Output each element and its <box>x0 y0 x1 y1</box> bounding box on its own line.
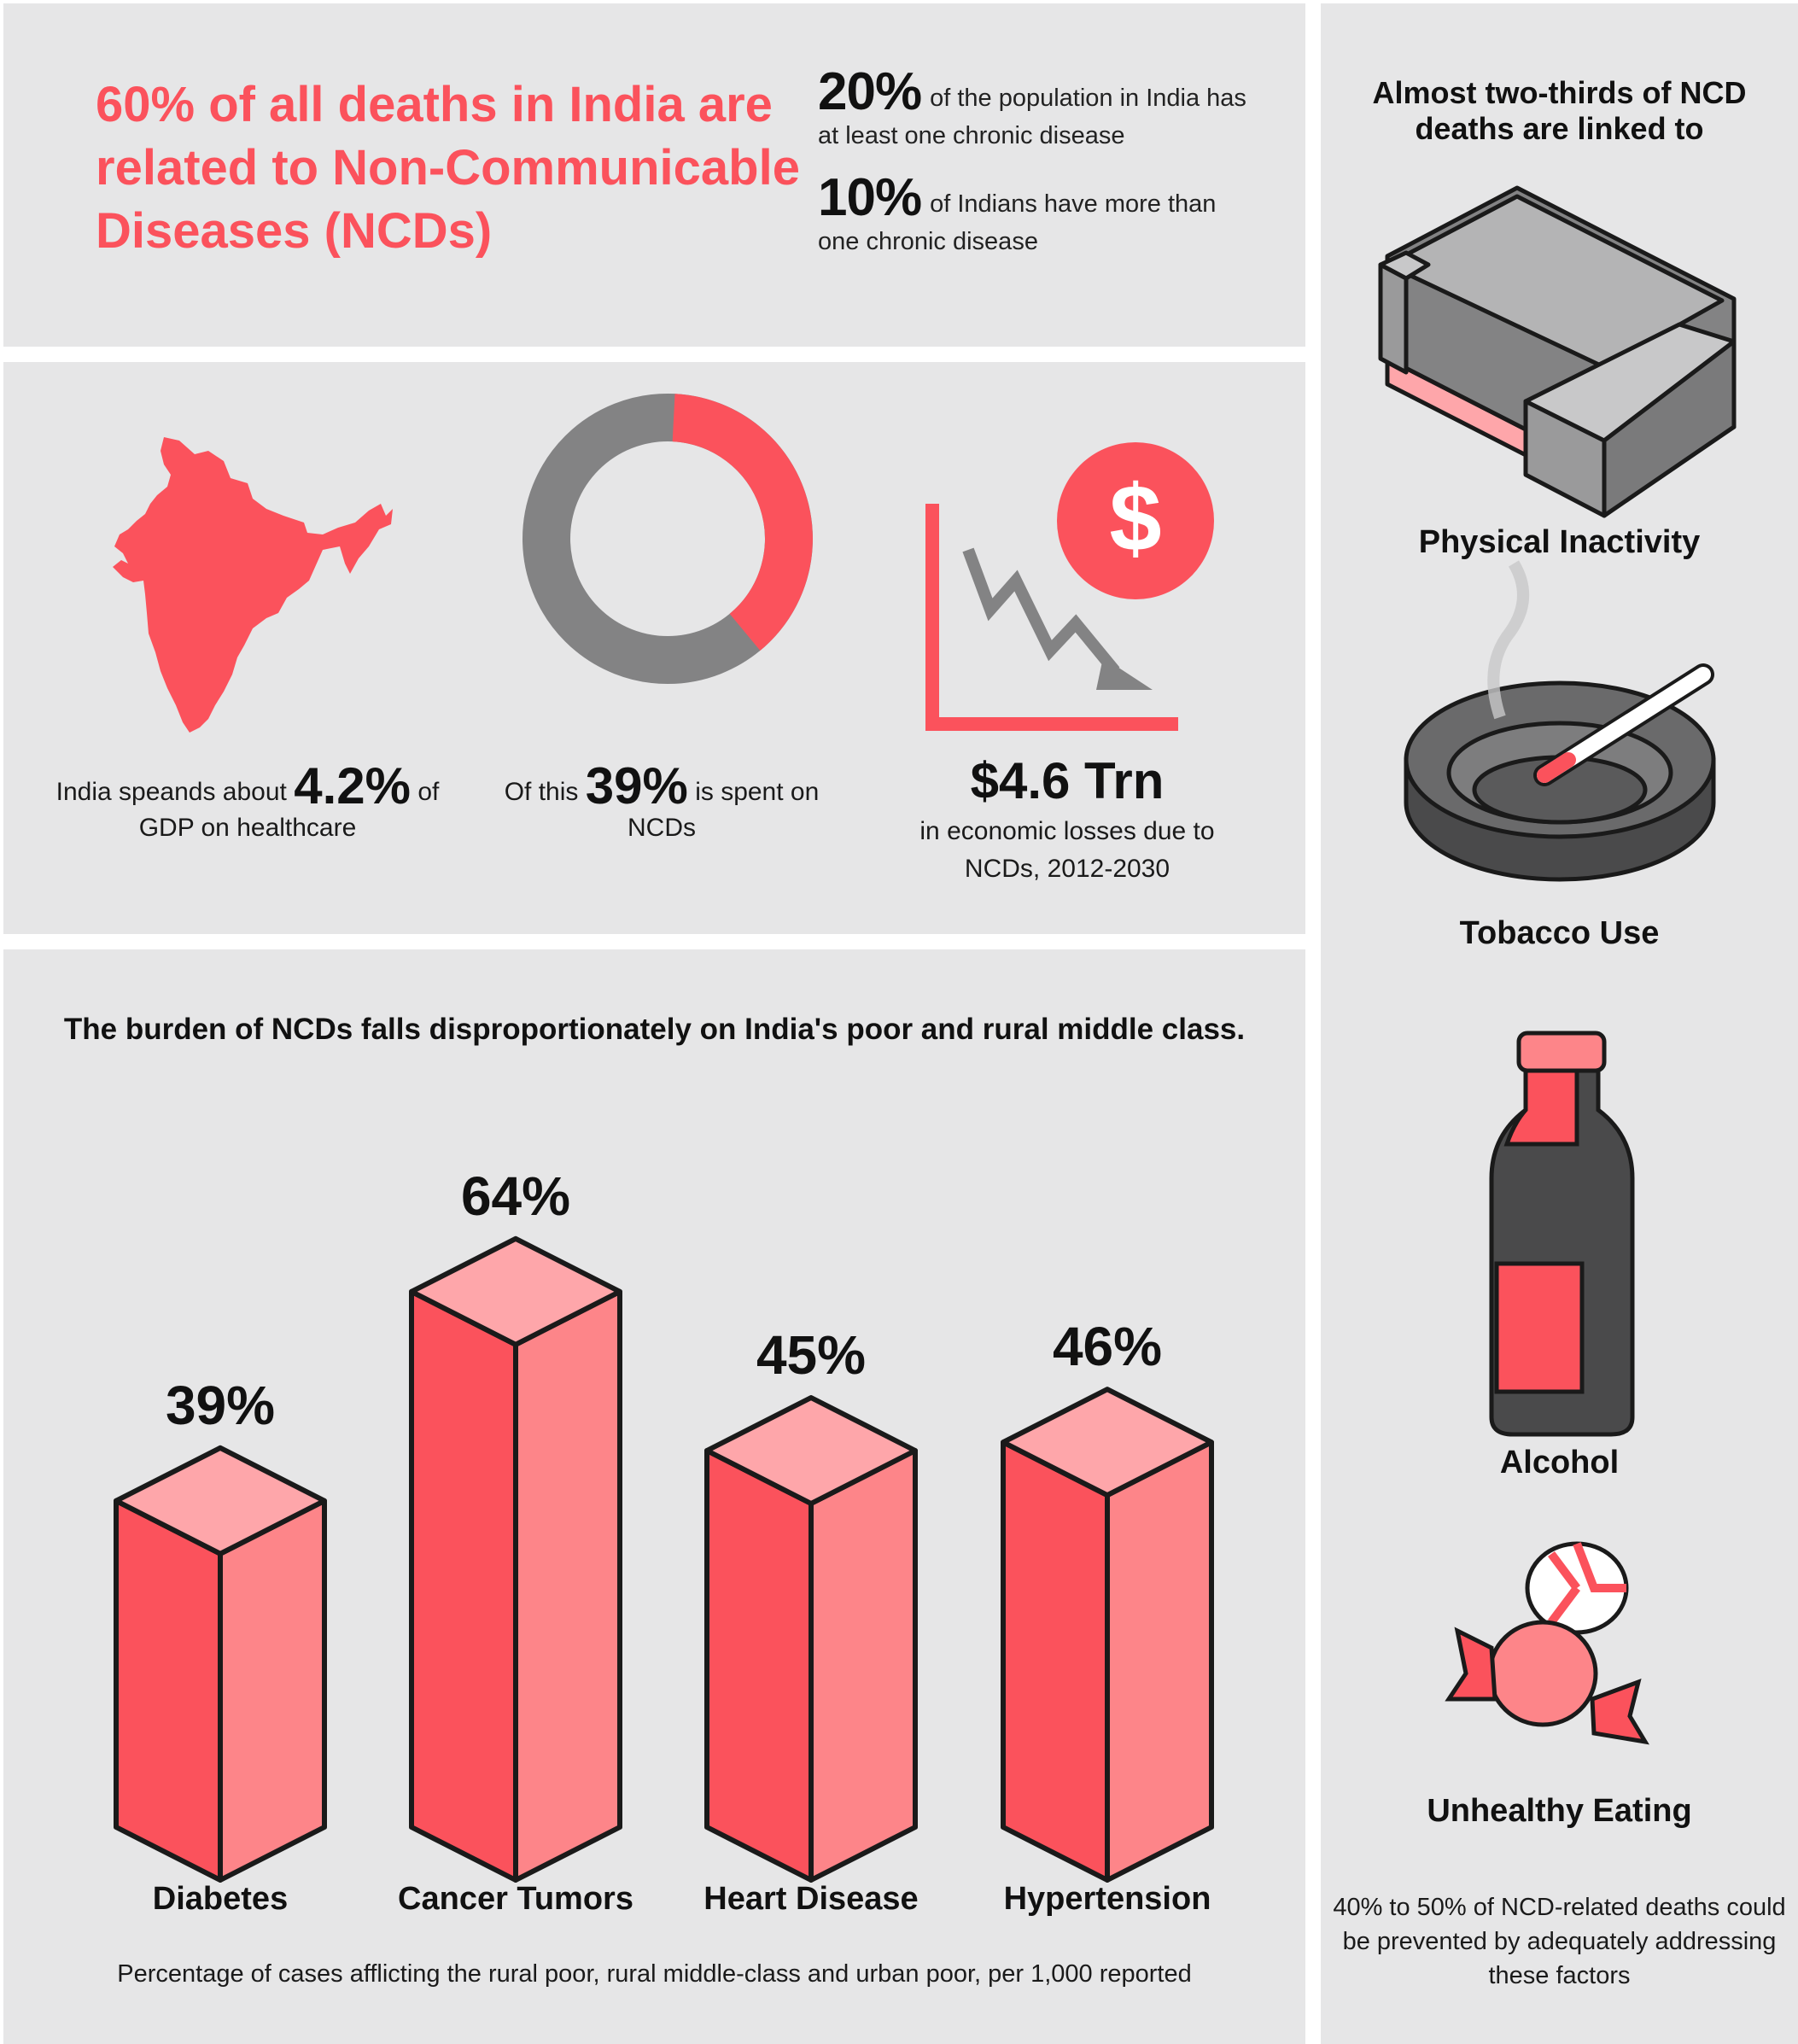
stat-text: of Indians have more than one chronic di… <box>818 190 1217 255</box>
gdp-caption: India speands about 4.2% of GDP on healt… <box>51 761 444 846</box>
risk-label-physical-inactivity: Physical Inactivity <box>1418 524 1701 560</box>
bar-side <box>218 1498 327 1883</box>
bar-front <box>409 1288 518 1883</box>
ncd-share-caption: Of this 39% is spent on NCDs <box>504 761 820 846</box>
bar-side <box>809 1448 918 1883</box>
bar-top <box>704 1395 918 1506</box>
economic-loss-chart-icon <box>925 504 1178 731</box>
ncd-share-value: 39% <box>585 757 688 815</box>
losses-caption: in economic losses due to NCDs, 2012-203… <box>919 817 1215 883</box>
donut-ncd-segment <box>672 394 813 651</box>
gdp-value: 4.2% <box>294 757 411 815</box>
bar-category-label: Heart Disease <box>703 1881 918 1917</box>
candy-icon <box>1445 1541 1649 1745</box>
ncd-donut-chart <box>522 394 813 684</box>
bar-top <box>1001 1387 1214 1498</box>
risk-label-alcohol: Alcohol <box>1499 1445 1620 1480</box>
risk-factors-title: Almost two-thirds of NCD deaths are link… <box>1372 75 1747 146</box>
risk-label-tobacco: Tobacco Use <box>1459 915 1660 951</box>
bar-value-label: 46% <box>1053 1316 1162 1377</box>
losses-value: $4.6 Trn <box>970 752 1165 809</box>
risk-factor-icons <box>1378 185 1737 1745</box>
bottle-icon <box>1489 1031 1635 1437</box>
stat-text: of the population in India has at least … <box>818 85 1246 149</box>
stat-multiple: 10% of Indians have more than one chronic… <box>818 172 1262 260</box>
stat-value: 10% <box>818 168 922 227</box>
bar-chart: 39% Diabetes 64% Cancer Tumors 45% Heart Dise… <box>114 1165 1214 1917</box>
chart-title: The burden of NCDs falls disproportionat… <box>63 1013 1246 1046</box>
bar-category-label: Hypertension <box>1004 1881 1211 1917</box>
bar-value-label: 45% <box>756 1324 866 1386</box>
bar-side <box>513 1288 622 1883</box>
india-map-icon <box>113 437 393 733</box>
gdp-prefix: India speands about <box>55 778 287 806</box>
bar-category-label: Diabetes <box>153 1881 288 1917</box>
bar-value-label: 39% <box>166 1375 275 1436</box>
headline: 60% of all deaths in India are related t… <box>96 77 800 259</box>
header-panel <box>3 3 1305 347</box>
gdp-suffix: of GDP on healthcare <box>138 778 440 842</box>
spending-graphics: $ <box>113 394 1214 733</box>
svg-text:$: $ <box>1109 466 1161 571</box>
risk-factors-note: 40% to 50% of NCD-related deaths could b… <box>1333 1894 1786 1989</box>
sofa-icon <box>1378 185 1737 518</box>
bar-value-label: 64% <box>461 1165 570 1227</box>
risk-label-unhealthy-eating: Unhealthy Eating <box>1427 1793 1692 1829</box>
bar-front <box>114 1498 223 1883</box>
bar-category-label: Cancer Tumors <box>398 1881 633 1917</box>
ncd-share-suffix: is spent on NCDs <box>628 778 820 842</box>
bar-top <box>409 1235 622 1347</box>
ashtray-icon <box>1404 560 1716 882</box>
stat-value: 20% <box>818 62 922 121</box>
ncd-share-prefix: Of this <box>504 778 579 806</box>
bar-top <box>114 1445 327 1556</box>
bar-front <box>1001 1440 1110 1883</box>
stat-population: 20% of the population in India has at lea… <box>818 66 1262 155</box>
bar-front <box>704 1448 814 1883</box>
dollar-icon: $ <box>1057 442 1214 599</box>
chart-note: Percentage of cases afflicting the rural… <box>117 1960 1192 1988</box>
bar-side <box>1105 1440 1214 1883</box>
